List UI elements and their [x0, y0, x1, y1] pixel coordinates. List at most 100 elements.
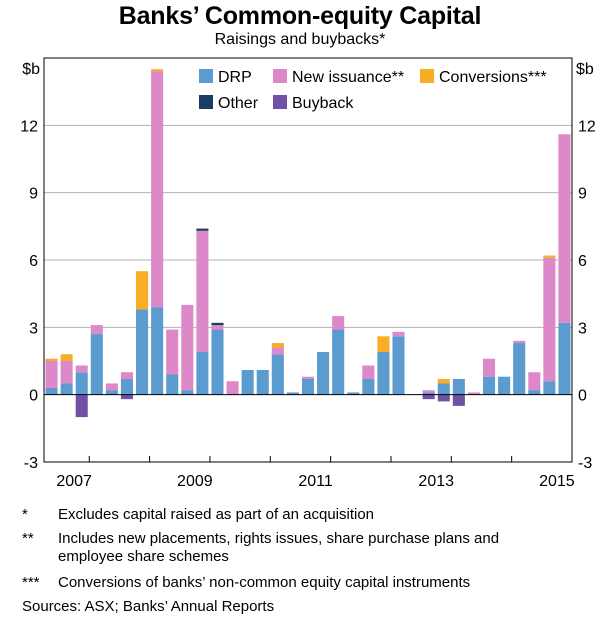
legend-swatch	[199, 69, 213, 83]
bar-newissuance	[226, 381, 239, 395]
bar-newissuance	[392, 331, 405, 337]
bar-drp	[558, 322, 571, 395]
bar-newissuance	[105, 383, 118, 391]
y-tick-label-right: 9	[578, 186, 587, 203]
bar-drp	[437, 383, 450, 395]
x-tick-label: 2013	[418, 473, 454, 490]
y-tick-label-right: 6	[578, 253, 587, 270]
bar-newissuance	[45, 361, 58, 388]
bar-newissuance	[75, 365, 88, 373]
bar-conversions	[271, 343, 284, 348]
bar-newissuance	[528, 372, 541, 391]
legend-label: Buyback	[292, 95, 354, 112]
bar-drp	[241, 369, 254, 395]
bar-drp	[151, 307, 164, 395]
y-tick-label-left: 0	[29, 388, 38, 405]
bar-buyback	[437, 394, 450, 402]
bar-drp	[271, 354, 284, 395]
sources-note: Sources: ASX; Banks’ Annual Reports	[22, 598, 275, 615]
bar-newissuance	[60, 361, 73, 384]
legend-label: New issuance**	[292, 69, 404, 86]
bar-newissuance	[543, 257, 556, 382]
bar-newissuance	[301, 376, 315, 379]
bar-buyback	[422, 394, 435, 400]
y-tick-label-left: 6	[29, 253, 38, 270]
bar-conversions	[60, 354, 73, 361]
bar-other	[211, 322, 224, 326]
y-unit-right: $b	[576, 61, 594, 78]
legend-swatch	[420, 69, 434, 83]
bar-drp	[120, 378, 134, 395]
bar-buyback	[75, 394, 88, 418]
bar-drp	[196, 352, 209, 395]
bar-drp	[362, 378, 375, 395]
bar-newissuance	[211, 325, 224, 330]
bar-drp	[498, 376, 511, 395]
x-tick-label: 2007	[56, 473, 92, 490]
bar-newissuance	[558, 134, 571, 323]
bar-newissuance	[166, 329, 179, 375]
bar-drp	[90, 334, 103, 395]
chart: -3 -3 0 0 3 3 6 6 9 9 12 12 $b $b 2007 2009 2011 2013 2015…	[20, 57, 596, 490]
bar-drp	[136, 309, 149, 395]
bar-buyback	[120, 394, 134, 400]
bar-drp	[543, 381, 556, 395]
bar-newissuance	[120, 372, 134, 379]
x-tick-label: 2009	[177, 473, 213, 490]
bar-newissuance	[151, 71, 164, 308]
footnote-text: Includes new placements, rights issues, …	[58, 530, 500, 565]
bar-conversions	[437, 378, 450, 384]
legend-label: DRP	[218, 69, 252, 86]
bar-drp	[105, 390, 118, 395]
bar-drp	[317, 352, 330, 395]
y-tick-label-left: -3	[24, 455, 38, 472]
bar-drp	[286, 392, 299, 395]
y-tick-label-left: 9	[29, 186, 38, 203]
chart-subtitle: Raisings and buybacks*	[214, 31, 386, 48]
bar-drp	[45, 387, 58, 395]
y-tick-label-right: 0	[578, 388, 587, 405]
bar-drp	[75, 372, 88, 395]
bar-newissuance	[482, 358, 496, 377]
bar-drp	[332, 329, 345, 395]
bar-conversions	[543, 255, 556, 258]
bar-conversions	[377, 336, 390, 353]
bar-drp	[301, 378, 315, 395]
bar-drp	[166, 374, 179, 395]
y-tick-label-left: 3	[29, 320, 38, 337]
bar-newissuance	[196, 230, 209, 353]
x-tick-label: 2015	[539, 473, 575, 490]
chart-title: Banks’ Common-equity Capital	[118, 2, 482, 30]
bar-drp	[60, 383, 73, 395]
bar-newissuance	[332, 316, 345, 330]
y-tick-label-left: 12	[20, 118, 38, 135]
y-tick-label-right: 12	[578, 118, 596, 135]
bar-newissuance	[271, 347, 284, 355]
x-tick-label: 2011	[298, 473, 333, 490]
bar-drp	[347, 392, 360, 395]
legend-label: Other	[218, 95, 259, 112]
legend-swatch	[199, 95, 213, 109]
bar-newissuance	[90, 325, 103, 335]
bar-newissuance	[422, 390, 435, 393]
bar-drp	[211, 329, 224, 395]
bar-drp	[513, 343, 526, 395]
bar-drp	[181, 390, 194, 395]
plot-frame	[43, 57, 573, 463]
footnote-text: Excludes capital raised as part of an ac…	[58, 506, 375, 523]
bar-drp	[256, 369, 269, 395]
bar-other	[196, 228, 209, 231]
bar-drp	[528, 390, 541, 395]
y-unit-left: $b	[22, 61, 40, 78]
bar-newissuance	[181, 304, 194, 391]
footnote-mark: **	[22, 530, 34, 547]
legend-swatch	[273, 69, 287, 83]
bar-newissuance	[467, 392, 480, 395]
bar-drp	[377, 352, 390, 395]
bar-newissuance	[362, 365, 375, 379]
bar-drp	[482, 376, 496, 395]
bar-newissuance	[513, 340, 526, 344]
footnote-mark: *	[22, 506, 28, 523]
bar-conversions	[151, 69, 164, 72]
bar-drp	[392, 336, 405, 395]
